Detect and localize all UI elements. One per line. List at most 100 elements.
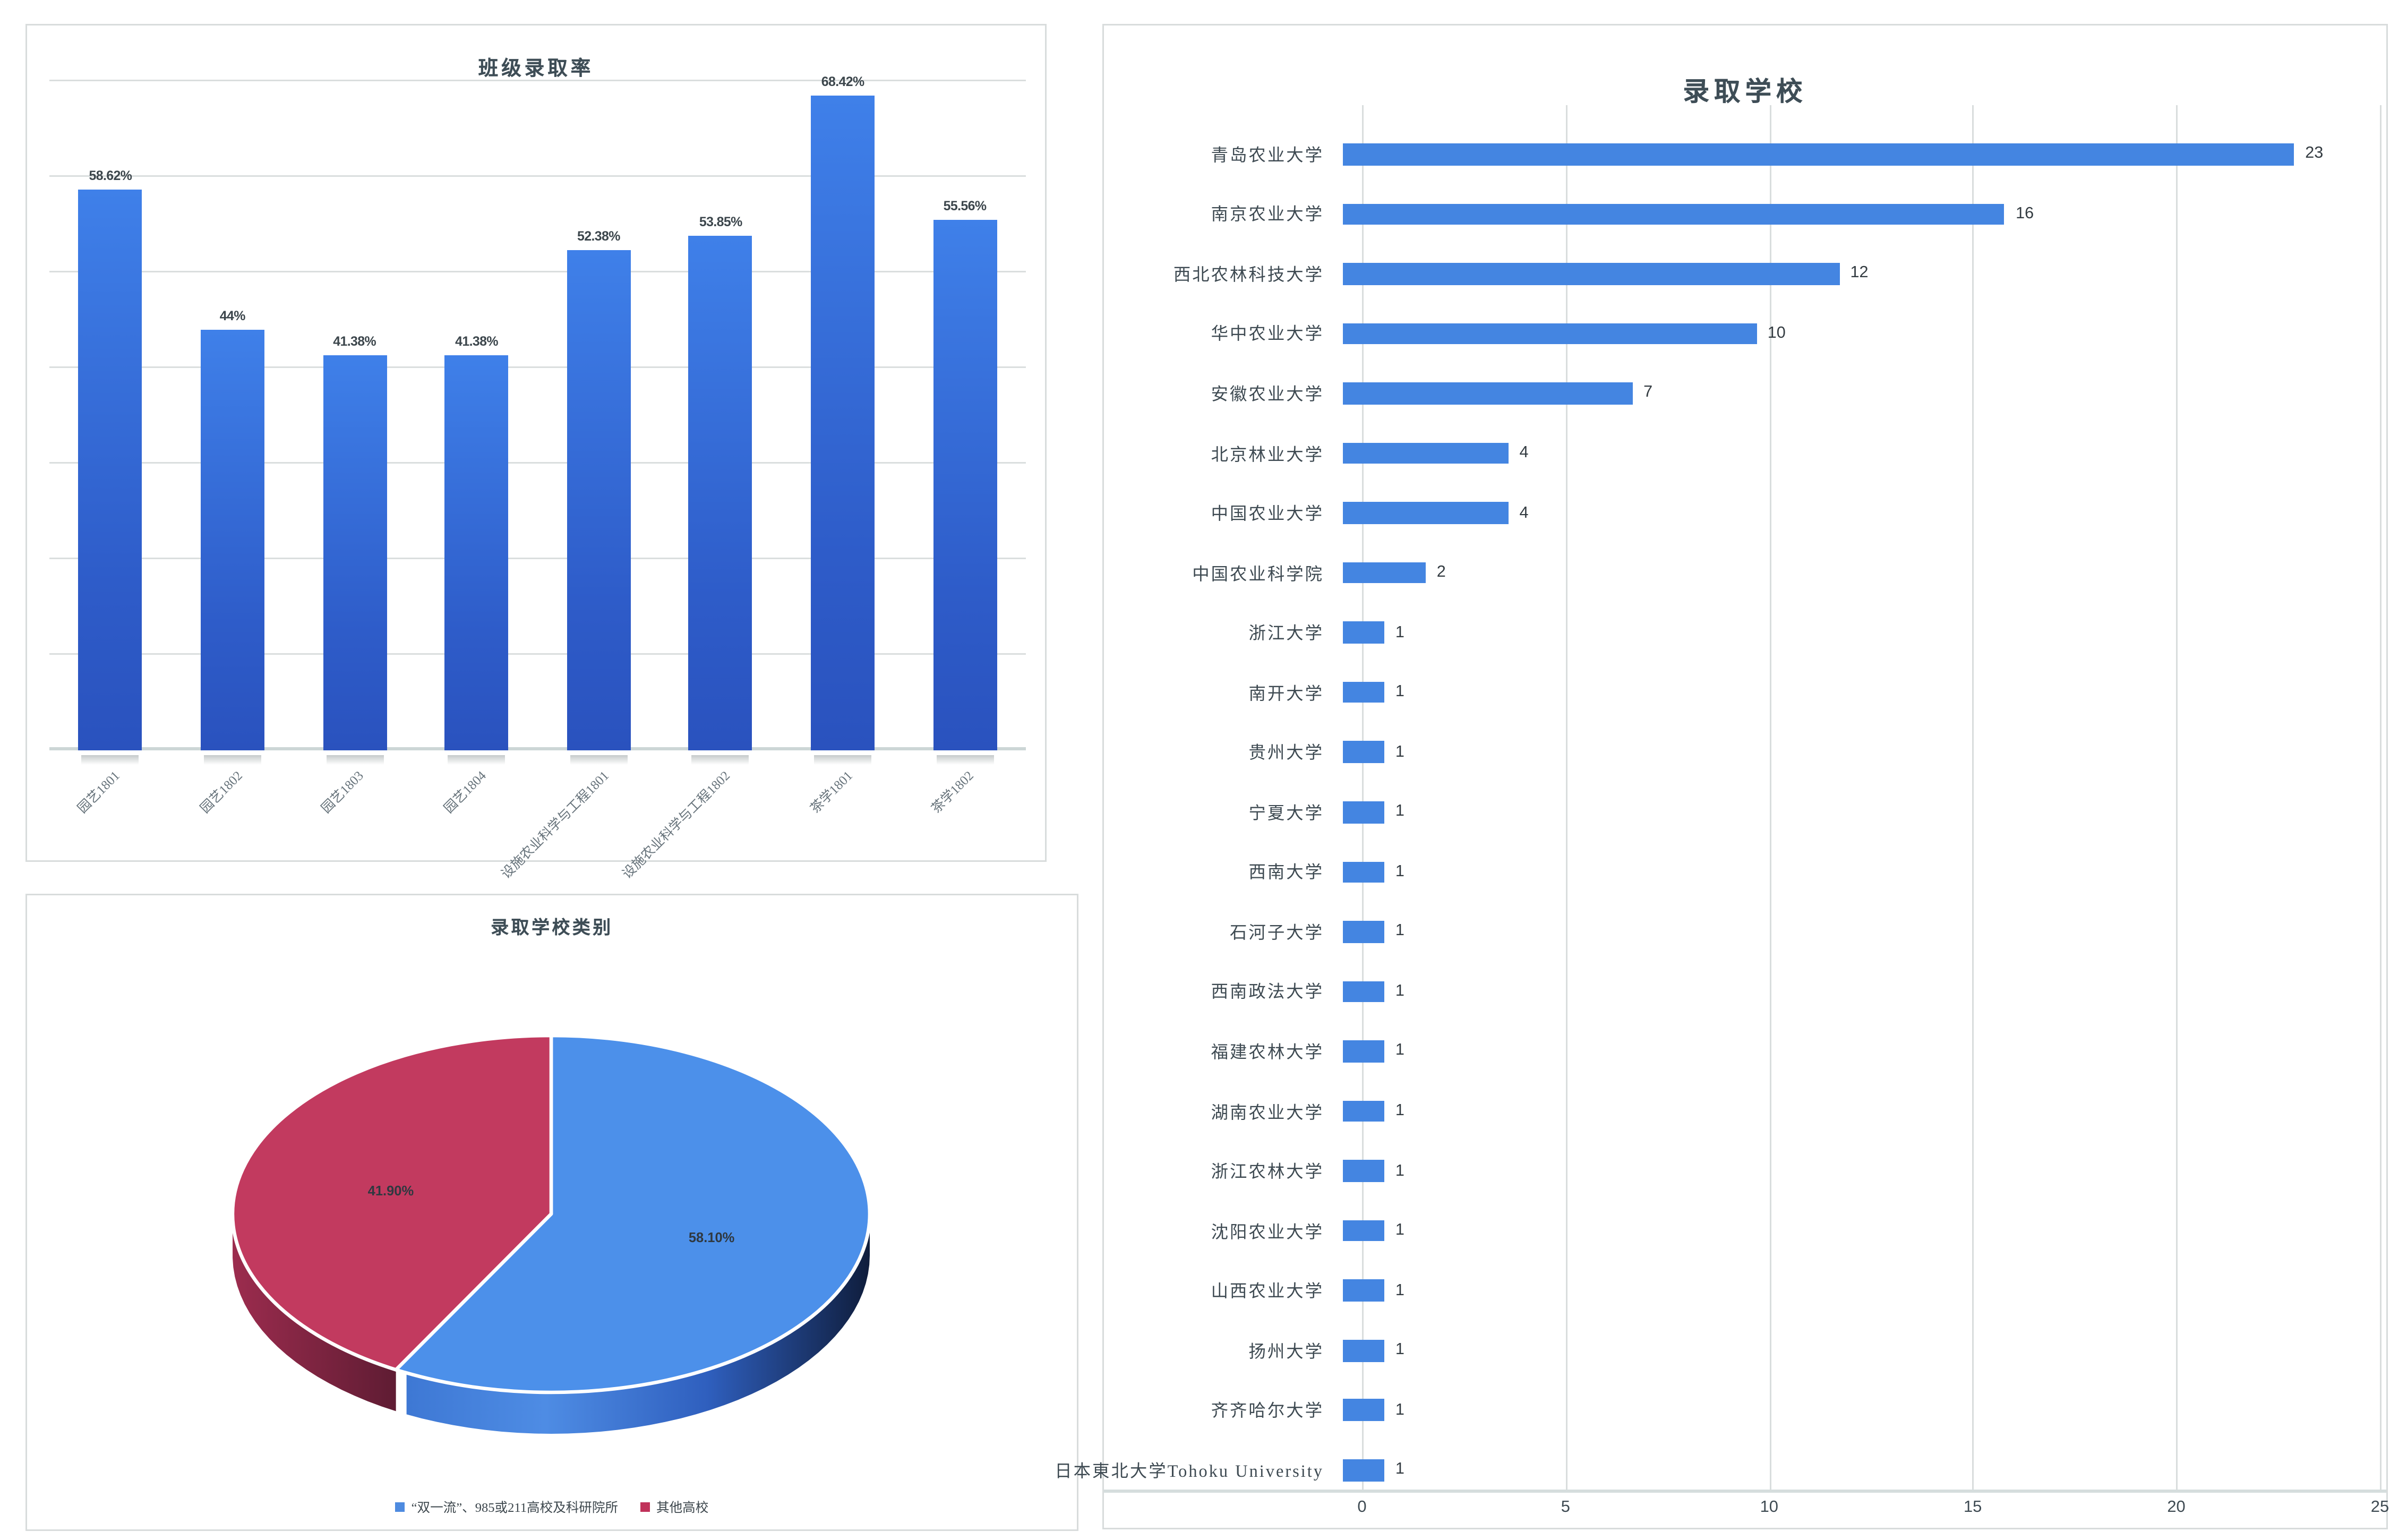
pie-slice-1 (230, 1033, 553, 1372)
bar-浙江大学 (1343, 622, 1384, 644)
bar-园艺1802: 44% (200, 307, 264, 765)
bar-value-label: 68.42% (821, 74, 864, 90)
bar-贵州大学 (1343, 741, 1384, 764)
bar-area: 1 (1343, 622, 2377, 644)
bar-value-label: 1 (1395, 1042, 1404, 1060)
gridline-15 (1973, 105, 1975, 1490)
bar-group: 41.38% 园艺1803 (319, 332, 387, 816)
school-name-label: 日本東北大学Tohoku University (1055, 1462, 1324, 1482)
schools-chart-title: 录取学校 (1683, 76, 1808, 107)
school-name-label: 扬州大学 (1248, 1342, 1324, 1362)
table-row: 北京林业大学 4 (1104, 423, 2377, 483)
bar-value-label: 1 (1395, 1461, 1404, 1479)
gridline-0 (1362, 105, 1364, 1490)
gridline (49, 558, 1026, 559)
bar-value-label: 1 (1395, 1401, 1404, 1419)
bar-福建农林大学 (1343, 1040, 1384, 1063)
class-rate-chart-title: 班级录取率 (478, 57, 594, 80)
table-row: 山西农业大学 1 (1104, 1261, 2377, 1321)
school-name-label: 西南政法大学 (1211, 983, 1324, 1003)
bar-value-label: 7 (1643, 384, 1653, 403)
table-row: 华中农业大学 10 (1104, 304, 2377, 364)
bar-石河子大学 (1343, 921, 1384, 943)
bar-北京林业大学 (1343, 442, 1509, 464)
bar-value-label: 1 (1395, 683, 1404, 701)
legend-label: 其他高校 (656, 1501, 709, 1515)
pie-data-labels: 58.10% 41.90% (368, 1184, 735, 1245)
axis-tick-10: 10 (1760, 1499, 1778, 1517)
class-rate-chart-panel: 班级录取率 58.62% 园艺1801 44% 园艺1802 41.38% 园艺1803 4… (25, 24, 1047, 882)
axis-tick-0: 0 (1357, 1499, 1367, 1517)
schools-bar-rows: 青岛农业大学 23 南京农业大学 16 西北农林科技大学 12 华中农业大学 10 安徽农业大学… (1055, 124, 2377, 1500)
bar-西南政法大学 (1343, 980, 1384, 1003)
bar-category-label: 茶学1802 (929, 768, 978, 816)
bar-area: 23 (1343, 143, 2377, 165)
school-name-label: 北京林业大学 (1211, 445, 1324, 465)
school-type-chart-title: 录取学校类别 (491, 919, 613, 938)
school-name-label: 齐齐哈尔大学 (1211, 1402, 1324, 1422)
bar-南京农业大学 (1343, 203, 2005, 225)
table-row: 沈阳农业大学 1 (1104, 1201, 2377, 1261)
bar-area: 1 (1343, 1100, 2377, 1122)
legend-item-other-schools: 其他高校 (640, 1498, 708, 1517)
bar-area: 10 (1343, 322, 2377, 345)
bar-area: 1 (1343, 1220, 2377, 1242)
bar-value-label: 16 (2016, 205, 2034, 223)
bar-value-label: 1 (1395, 1281, 1404, 1299)
school-name-label: 宁夏大学 (1248, 804, 1324, 824)
bar-value-label: 2 (1436, 564, 1446, 582)
bar-value-label: 55.56% (943, 196, 987, 213)
bar-category-label: 茶学1801 (807, 768, 855, 816)
bar-category-label: 设施农业科学与工程1801 (498, 768, 611, 882)
school-name-label: 中国农业大学 (1211, 505, 1324, 525)
schools-chart-panel: 录取学校 青岛农业大学 23 南京农业大学 16 西北农林科技大学 12 华中农业大学 10 安… (1055, 24, 2389, 1529)
bar-area: 1 (1343, 1339, 2377, 1362)
pie-slice-0 (394, 1033, 872, 1394)
bar-园艺1803: 41.38% (322, 332, 387, 765)
axis-tick-25: 25 (2370, 1499, 2389, 1517)
bar-西南大学 (1343, 861, 1384, 883)
pie-side-1 (233, 1216, 396, 1411)
bar-value-label: 10 (1767, 324, 1786, 343)
bar-value-label: 12 (1850, 265, 1869, 283)
bar-value-label: 1 (1395, 863, 1404, 881)
table-row: 宁夏大学 1 (1104, 782, 2377, 842)
bar-area: 1 (1343, 1280, 2377, 1302)
table-row: 齐齐哈尔大学 1 (1104, 1380, 2377, 1440)
pie-3d-sides (233, 1214, 870, 1434)
bar-group: 55.56% 茶学1802 (930, 197, 997, 816)
bar-group: 58.62% 园艺1801 (75, 168, 142, 816)
table-row: 日本東北大学Tohoku University 1 (1055, 1440, 2377, 1500)
table-row: 西北农林科技大学 12 (1104, 244, 2377, 304)
bar-沈阳农业大学 (1343, 1220, 1384, 1242)
bar-浙江农林大学 (1343, 1160, 1384, 1182)
gridline (49, 80, 1026, 81)
table-row: 湖南农业大学 1 (1104, 1081, 2377, 1141)
schools-axis-line (1104, 1490, 2386, 1492)
school-name-label: 南开大学 (1248, 685, 1324, 704)
bar-category-label: 设施农业科学与工程1802 (620, 768, 733, 882)
school-name-label: 沈阳农业大学 (1211, 1222, 1324, 1242)
bar-value-label: 44% (219, 307, 246, 323)
bar-group: 52.38% 设施农业科学与工程1801 (498, 227, 631, 882)
bar-value-label: 41.38% (455, 332, 498, 349)
school-name-label: 青岛农业大学 (1211, 146, 1324, 166)
bar-group: 68.42% 茶学1801 (808, 74, 875, 816)
table-row: 西南政法大学 1 (1104, 962, 2377, 1022)
bar-value-label: 1 (1395, 803, 1404, 821)
bar-南开大学 (1343, 681, 1384, 704)
table-row: 安徽农业大学 7 (1104, 364, 2377, 424)
bar-value-label: 53.85% (699, 213, 742, 229)
bar-area: 7 (1343, 382, 2377, 405)
axis-tick-20: 20 (2167, 1499, 2186, 1517)
bar-中国农业科学院 (1343, 562, 1426, 584)
bar-area: 12 (1343, 263, 2377, 285)
bar-齐齐哈尔大学 (1343, 1399, 1384, 1422)
bar-value-label: 1 (1395, 1222, 1404, 1240)
table-row: 南京农业大学 16 (1104, 184, 2377, 244)
axis-tick-5: 5 (1561, 1499, 1570, 1517)
bar-value-label: 1 (1395, 1162, 1404, 1180)
bars-container: 58.62% 园艺1801 44% 园艺1802 41.38% 园艺1803 41.38% 园… (49, 74, 1026, 882)
bar-西北农林科技大学 (1343, 263, 1839, 285)
legend-label: “双一流”、985或211高校及科研院所 (411, 1501, 618, 1515)
